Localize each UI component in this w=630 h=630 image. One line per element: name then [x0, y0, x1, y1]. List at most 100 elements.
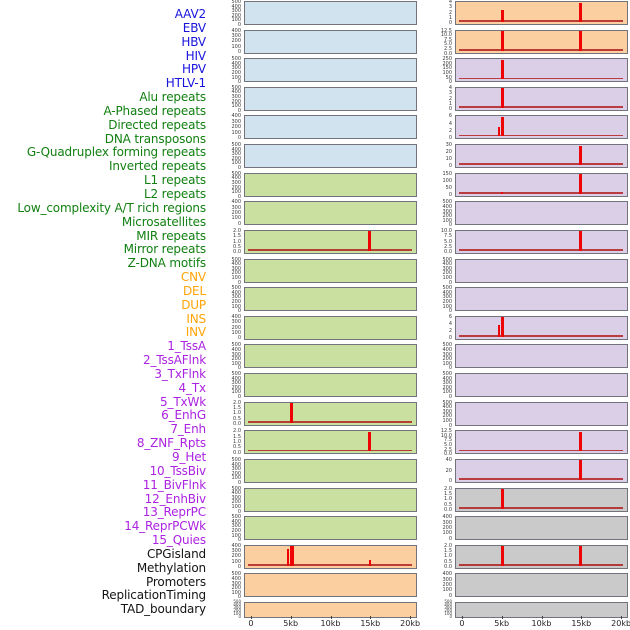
y-axis-ticks: 500 400 300 200 100 0 [211, 0, 241, 27]
y-tick-label: 0.0 [233, 249, 241, 256]
panel-plot-area-promoters [455, 544, 628, 569]
panel-aav2: 500 400 300 200 100 0 [231, 0, 417, 27]
y-tick-label: 200 [231, 98, 241, 105]
peak-marker [579, 31, 583, 51]
y-tick-label: 100 [442, 418, 452, 425]
y-tick-label: 200 [231, 38, 241, 45]
x-axis-tick-label: 0 [248, 619, 254, 628]
peak-marker [498, 324, 501, 337]
y-tick-label: 200 [442, 213, 452, 220]
y-tick-label: 300 [231, 65, 241, 72]
y-tick-label: 1.5 [444, 548, 452, 555]
y-tick-label: 0 [448, 535, 452, 542]
panel-plot-area-15-quies [455, 458, 628, 483]
y-tick-label: 5.0 [444, 41, 452, 48]
y-axis-ticks: 400 300 200 100 0 [422, 572, 452, 598]
y-tick-label: 0.0 [444, 564, 452, 571]
panel-6-enhg: 500 400 300 200 100 0 [442, 200, 628, 228]
y-tick-label: 400 [442, 203, 452, 210]
track-label-g-quadruplex-forming-repeats: G-Quadruplex forming repeats [26, 145, 206, 160]
y-tick-label: 100 [442, 177, 452, 184]
peak-marker [368, 431, 372, 452]
y-tick-label: 7.5 [444, 233, 452, 240]
y-tick-label: 1.5 [444, 490, 452, 497]
y-tick-label: 300 [231, 118, 241, 125]
y-axis-ticks: 12.5 10.0 7.5 5.0 2.5 0.0 [422, 28, 452, 56]
track-label-dup: DUP [181, 297, 206, 312]
track-label-alu-repeats: Alu repeats [139, 90, 206, 105]
y-tick-label: 0 [237, 308, 241, 315]
y-tick-label: 0 [237, 594, 241, 601]
track-label-11-bivflnk: 11_BivFlnk [142, 477, 206, 492]
y-tick-label: 300 [231, 580, 241, 587]
panel-microsatellites: 2.0 1.5 1.0 0.5 0.0 [233, 429, 417, 455]
y-tick-label: 400 [444, 602, 452, 608]
panel-plot-area-g-quadruplex-forming-repeats [244, 287, 417, 312]
y-tick-label: 0.0 [444, 506, 452, 513]
y-axis-ticks: 500 400 300 200 100 0 [211, 257, 241, 285]
y-tick-label: 300 [442, 294, 452, 301]
y-axis-ticks: 500 400 300 200 100 0 [422, 599, 452, 619]
y-tick-label: 0 [237, 220, 241, 227]
y-tick-label: 200 [231, 356, 241, 363]
panel-mir-repeats: 500 400 300 200 100 0 [231, 458, 417, 485]
y-tick-label: 2 [448, 328, 452, 335]
y-tick-label: 1.5 [233, 405, 241, 412]
y-tick-label: 0 [237, 79, 241, 86]
y-tick-label: 0 [237, 48, 241, 55]
y-axis-ticks: 500 400 300 200 100 0 [211, 171, 241, 199]
y-tick-label: 300 [444, 605, 452, 611]
track-label-hiv: HIV [185, 48, 206, 63]
y-tick-label: 200 [442, 582, 452, 589]
y-tick-label: 0.0 [444, 249, 452, 256]
density-baseline [459, 249, 623, 251]
x-axis-tick-label: 5kb [283, 619, 299, 628]
y-tick-label: 10.0 [440, 32, 452, 39]
track-labels-column: AAV2 EBV HBV HIV HPV HTLV-1 Alu repeats A-Phase… [0, 7, 207, 617]
y-tick-label: 300 [442, 408, 452, 415]
track-label-12-enhbiv: 12_EnhBiv [144, 491, 207, 506]
y-tick-label: 300 [231, 94, 241, 101]
plot-column-right: 4 3 2 1 0 12.5 10.0 7.5 5.0 2.5 0.0 250 200 150 100 50 0… [441, 0, 628, 630]
density-baseline [459, 48, 623, 51]
y-tick-label: 500 [233, 599, 241, 604]
y-tick-label: 2 [448, 9, 452, 16]
panel-11-bivflnk: 500 400 300 200 100 0 [442, 343, 628, 371]
y-tick-label: 400 [231, 27, 241, 34]
y-tick-label: 100 [231, 303, 241, 310]
y-axis-ticks: 400 300 200 100 0 [211, 114, 241, 140]
y-tick-label: 1.5 [233, 433, 241, 440]
density-baseline [459, 564, 623, 566]
track-label-inverted-repeats: Inverted repeats [108, 159, 206, 174]
density-baseline [248, 420, 412, 423]
y-tick-label: 10 [445, 156, 452, 163]
track-label-4-tx: 4_Tx [178, 380, 207, 395]
x-axis-tick-mark [370, 616, 372, 619]
y-tick-label: 200 [442, 60, 452, 67]
y-tick-label: 100 [231, 589, 241, 596]
panel-inv: 12.5 10.0 7.5 5.0 2.5 0.0 [441, 28, 628, 56]
panel-plot-area-12-enhbiv [455, 373, 628, 398]
density-baseline [459, 77, 623, 80]
track-label-13-reprpc: 13_ReprPC [142, 505, 206, 520]
y-tick-label: 100 [442, 360, 452, 367]
peak-marker [289, 546, 294, 566]
y-tick-label: 400 [231, 261, 241, 268]
y-tick-label: 5.0 [444, 442, 452, 449]
y-tick-label: 500 [231, 485, 241, 492]
y-tick-label: 300 [231, 380, 241, 387]
y-tick-label: 500 [442, 256, 452, 263]
y-tick-label: 300 [231, 351, 241, 358]
track-label-15-quies: 15_Quies [151, 533, 206, 548]
y-tick-label: 400 [231, 199, 241, 206]
panel-plot-area-alu-repeats [244, 172, 417, 197]
x-axis-tick-label: 5kb [494, 619, 510, 628]
track-label-replicationtiming: ReplicationTiming [101, 588, 207, 603]
y-tick-label: 3 [448, 90, 452, 97]
panel-ebv: 400 300 200 100 0 [231, 28, 417, 54]
peak-marker [500, 88, 504, 108]
peak-marker [501, 192, 504, 194]
y-axis-ticks: 500 400 300 200 100 0 [422, 372, 452, 400]
